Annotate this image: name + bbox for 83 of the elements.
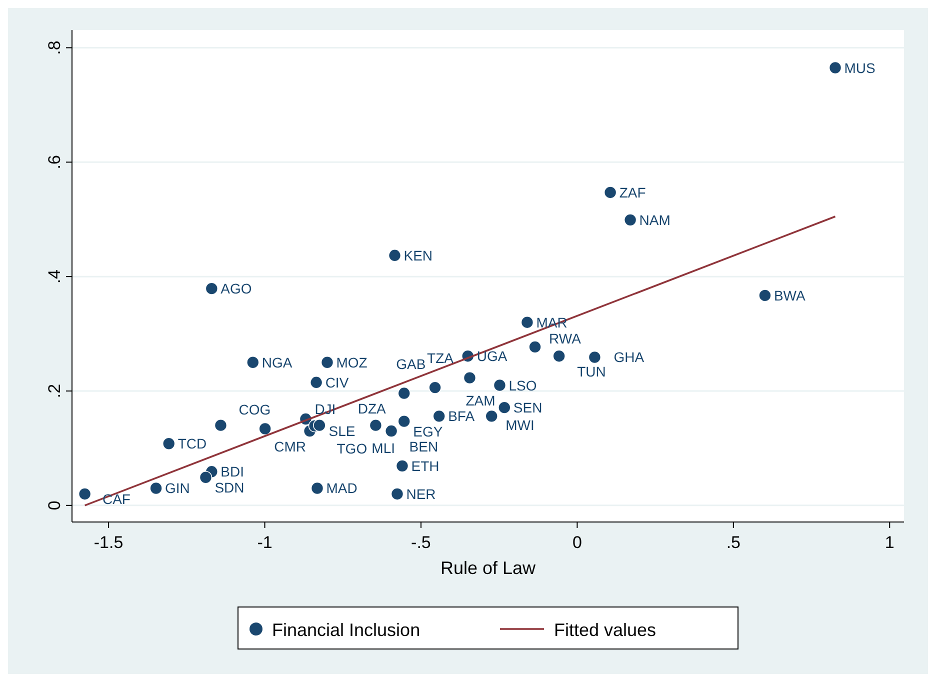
annotation: KEN bbox=[404, 247, 433, 264]
y-tick-label: 0 bbox=[45, 500, 64, 510]
annotation: UGA bbox=[476, 348, 508, 364]
annotation: TGO bbox=[336, 440, 368, 456]
annotation: GAB bbox=[396, 356, 426, 372]
annotation: LSO bbox=[508, 377, 537, 394]
annotation: MUS bbox=[844, 60, 876, 76]
annotation: SEN bbox=[513, 400, 542, 416]
annotation: CIV bbox=[325, 374, 350, 390]
point bbox=[199, 470, 212, 484]
point bbox=[214, 418, 228, 432]
annotation: BWA bbox=[774, 287, 806, 304]
y-tick-label: .6 bbox=[45, 155, 64, 170]
point bbox=[313, 418, 326, 432]
annotation: CMR bbox=[274, 438, 306, 455]
point bbox=[828, 61, 842, 74]
point bbox=[398, 414, 411, 428]
point bbox=[310, 482, 324, 495]
point bbox=[78, 488, 92, 500]
annotation: ZAF bbox=[619, 184, 646, 200]
y-tick-label: .8 bbox=[45, 40, 64, 55]
point bbox=[498, 401, 511, 414]
annotation: ETH bbox=[411, 458, 440, 474]
annotation: NER bbox=[406, 486, 436, 502]
annotation: ZAM bbox=[466, 392, 496, 408]
point bbox=[205, 282, 218, 295]
annotation: CAF bbox=[102, 490, 130, 507]
point bbox=[390, 488, 404, 500]
point bbox=[485, 410, 498, 423]
point bbox=[398, 386, 411, 400]
legend-label: Fitted values bbox=[554, 620, 656, 640]
annotation: MLI bbox=[372, 440, 396, 456]
point bbox=[432, 410, 446, 423]
annotation: RWA bbox=[549, 330, 582, 346]
x-tick-label: -1 bbox=[257, 533, 272, 552]
annotation: BFA bbox=[448, 408, 476, 424]
annotation: BDI bbox=[220, 464, 244, 480]
annotation: NAM bbox=[639, 212, 670, 228]
x-tick-label: -.5 bbox=[411, 533, 431, 552]
annotation: NGA bbox=[262, 354, 293, 370]
point bbox=[384, 424, 398, 438]
point bbox=[162, 437, 176, 450]
annotation: DZA bbox=[358, 400, 387, 416]
x-axis-title: Rule of Law bbox=[440, 558, 537, 578]
annotation: TUN bbox=[577, 364, 606, 380]
point bbox=[246, 356, 260, 369]
legend-label: Financial Inclusion bbox=[272, 620, 420, 640]
point bbox=[528, 340, 542, 354]
point bbox=[369, 418, 382, 432]
point bbox=[463, 371, 476, 384]
annotation: EGY bbox=[413, 423, 444, 440]
y-tick-label: .2 bbox=[45, 384, 64, 398]
point bbox=[758, 289, 772, 302]
x-tick-label: -1.5 bbox=[94, 533, 124, 552]
point bbox=[388, 249, 402, 262]
annotation: BEN bbox=[409, 438, 438, 455]
point bbox=[588, 350, 602, 364]
point bbox=[624, 214, 637, 226]
point bbox=[258, 422, 272, 436]
point bbox=[310, 376, 323, 389]
x-tick-label: 0 bbox=[572, 533, 582, 552]
annotation: GIN bbox=[165, 480, 190, 496]
annotation: TCD bbox=[178, 436, 207, 452]
annotation: SDN bbox=[214, 479, 244, 496]
point bbox=[150, 482, 162, 495]
point bbox=[493, 378, 506, 392]
point bbox=[320, 356, 334, 369]
annotation: SLE bbox=[328, 423, 356, 440]
annotation: COG bbox=[238, 402, 271, 418]
annotation: AGO bbox=[220, 280, 252, 297]
point bbox=[520, 316, 534, 329]
x-tick-label: .5 bbox=[726, 533, 741, 552]
x-tick-label: 1 bbox=[884, 533, 894, 552]
annotation: MOZ bbox=[336, 354, 368, 370]
y-tick-label: .4 bbox=[45, 269, 64, 284]
annotation: TZA bbox=[427, 350, 454, 366]
point bbox=[396, 460, 409, 472]
annotation: MAD bbox=[326, 480, 358, 496]
annotation: GHA bbox=[614, 349, 645, 366]
point bbox=[552, 350, 566, 362]
point bbox=[604, 186, 617, 199]
annotation: MWI bbox=[506, 416, 534, 433]
point bbox=[428, 381, 442, 394]
